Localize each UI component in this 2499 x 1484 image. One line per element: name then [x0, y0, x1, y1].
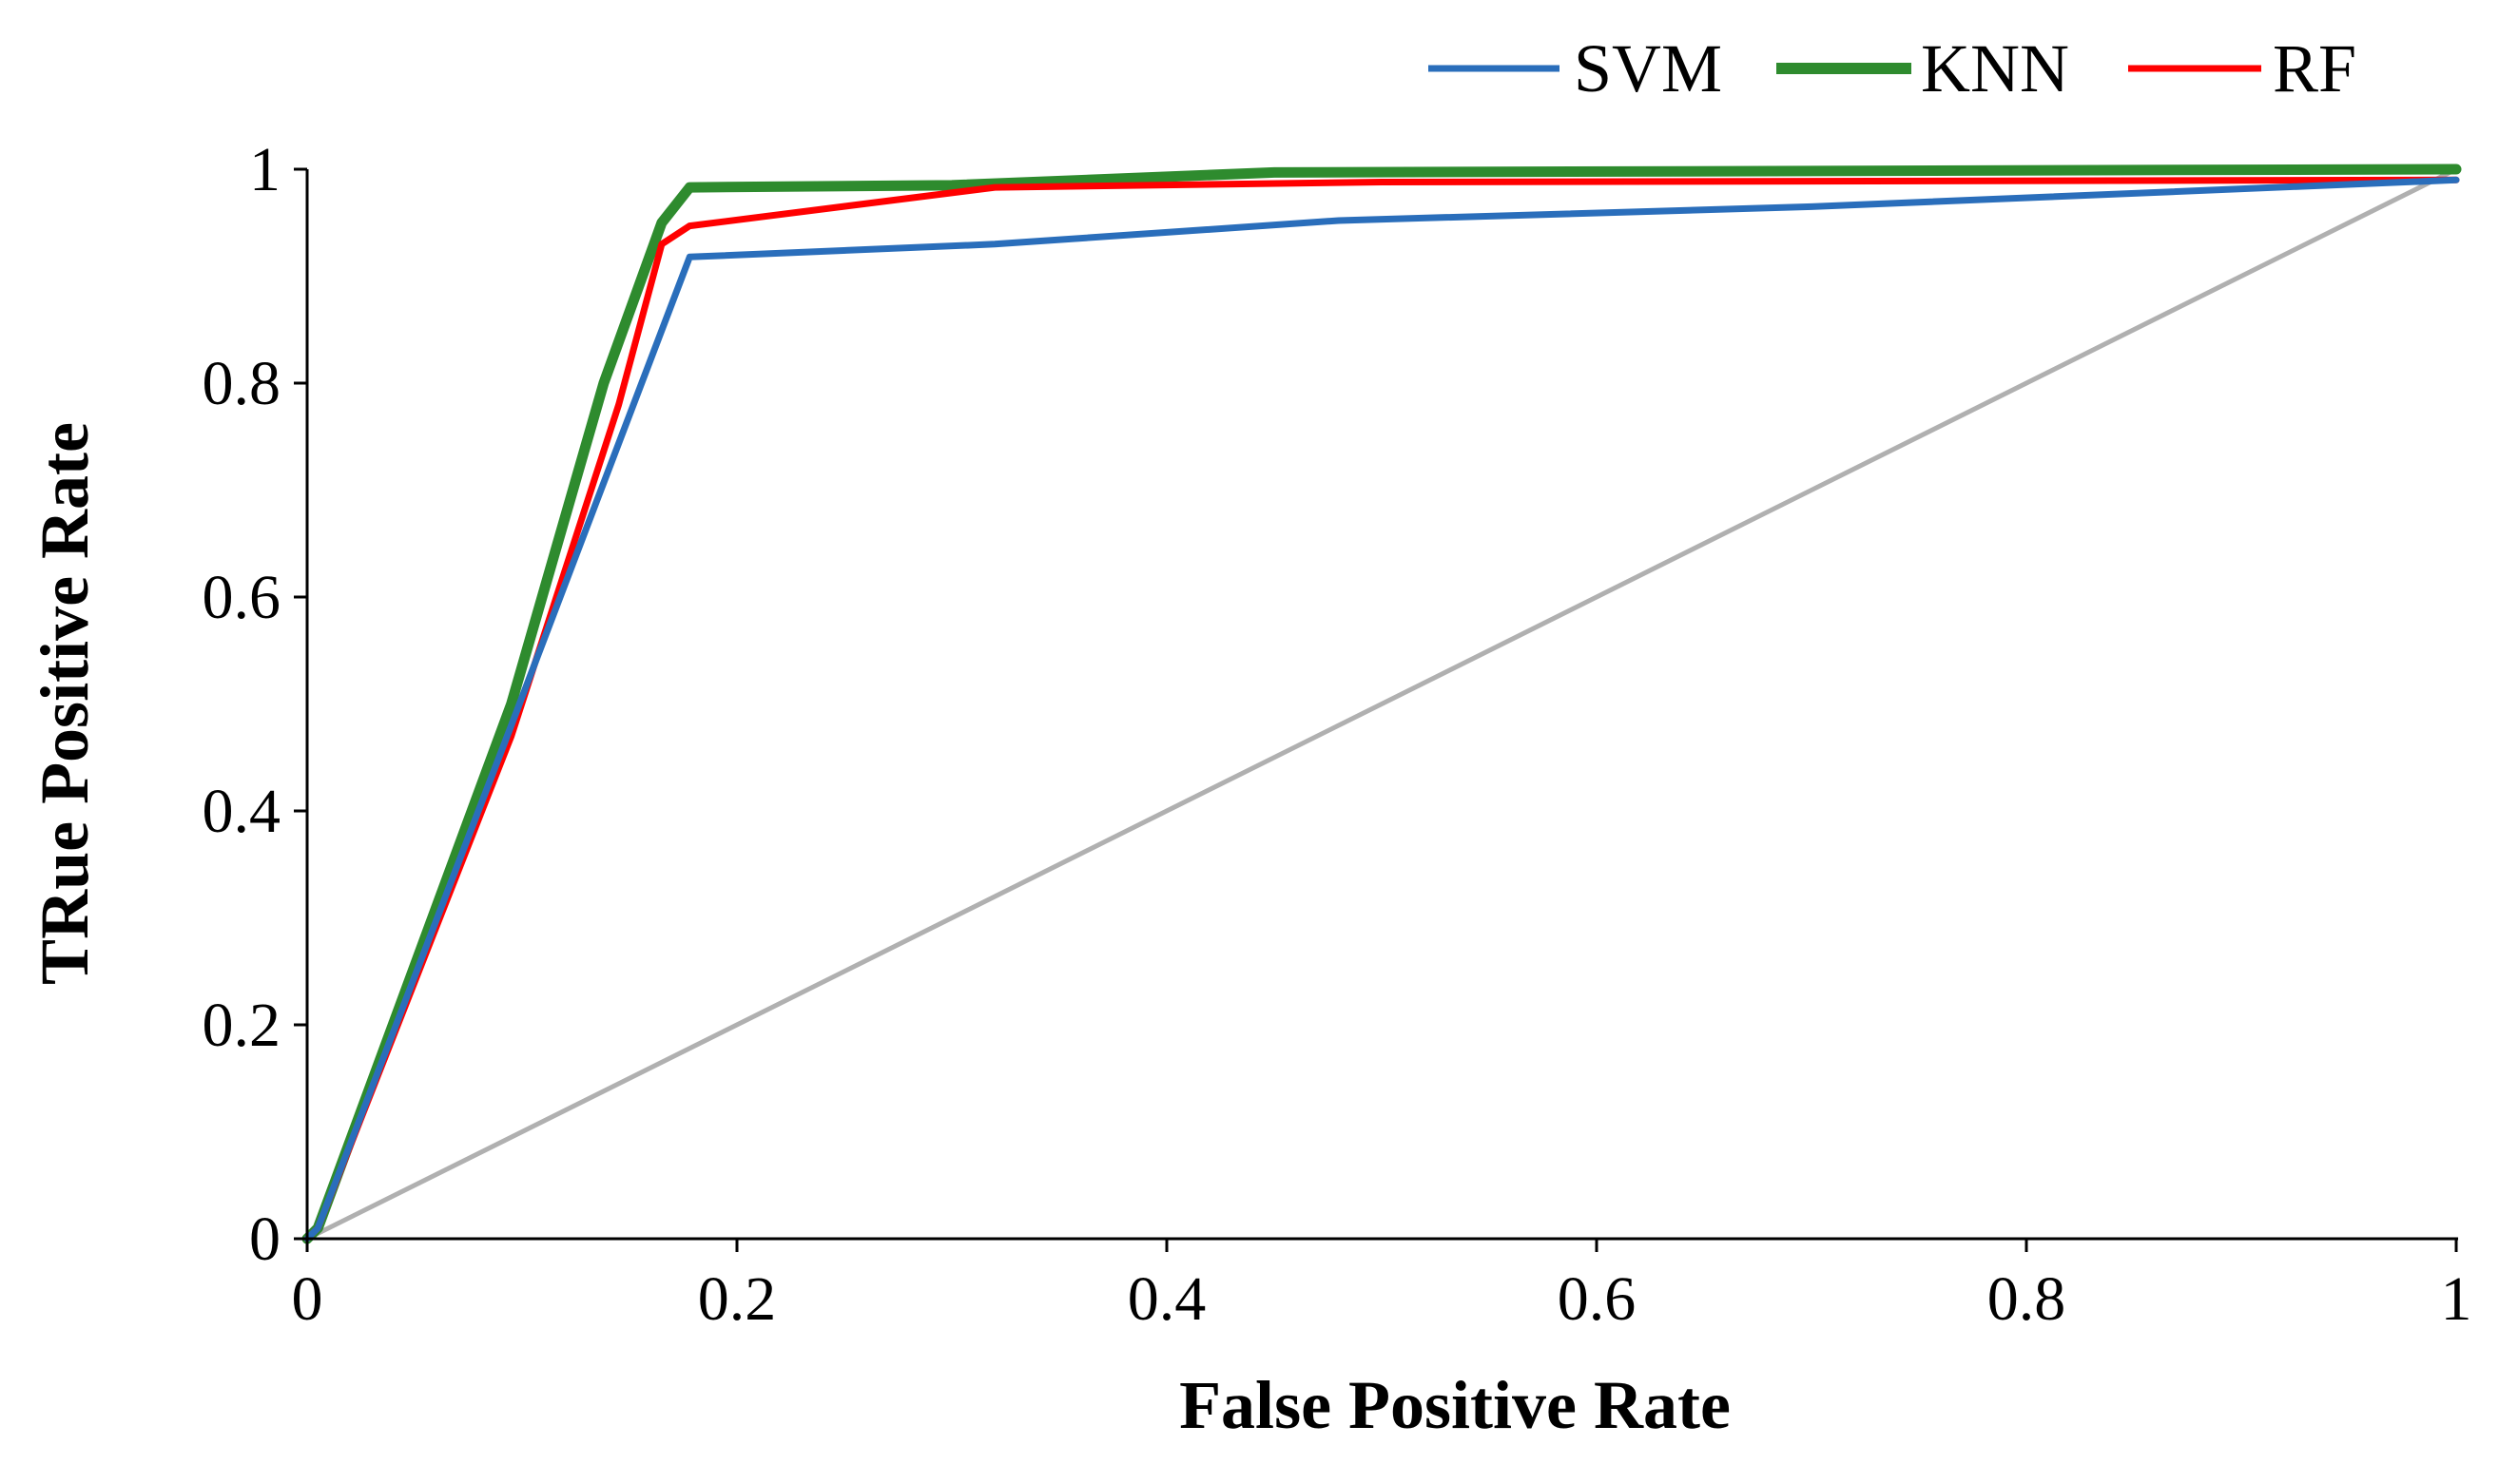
legend-label-rf: RF: [2273, 30, 2356, 106]
y-tick-label: 0.8: [203, 349, 281, 418]
y-tick-label: 0: [249, 1205, 281, 1274]
series-line-diagonal-reference: [304, 166, 2459, 1242]
legend-item-svm: SVM: [1428, 30, 1722, 106]
y-tick-label: 0.4: [203, 777, 281, 846]
ticks-layer: 0 0.2 0.4 0.6 0.8 1 0 0.2 0.4 0.6 0.8 1: [203, 135, 2472, 1334]
x-tick-label: 0.8: [1987, 1264, 2066, 1334]
axes-layer: [294, 167, 2458, 1252]
x-tick-label: 1: [2441, 1264, 2472, 1334]
series-line-svm: [303, 176, 2460, 1243]
legend-label-svm: SVM: [1574, 30, 1722, 106]
x-tick-label: 0: [292, 1264, 323, 1334]
y-tick-label: 0.2: [203, 991, 281, 1060]
x-axis-title: False Positive Rate: [1179, 1367, 1731, 1443]
y-tick-label: 0.6: [203, 563, 281, 632]
x-tick-label: 0.2: [698, 1264, 777, 1334]
legend-label-knn: KNN: [1921, 30, 2069, 106]
series-layer: [301, 164, 2462, 1244]
legend-item-knn: KNN: [1776, 30, 2069, 106]
legend-item-rf: RF: [2128, 30, 2356, 106]
y-tick-label: 1: [249, 135, 281, 204]
x-tick-label: 0.4: [1128, 1264, 1207, 1334]
legend: SVM KNN RF: [1428, 30, 2356, 106]
y-axis-title: TRue Positive Rate: [27, 422, 103, 985]
x-tick-label: 0.6: [1558, 1264, 1637, 1334]
